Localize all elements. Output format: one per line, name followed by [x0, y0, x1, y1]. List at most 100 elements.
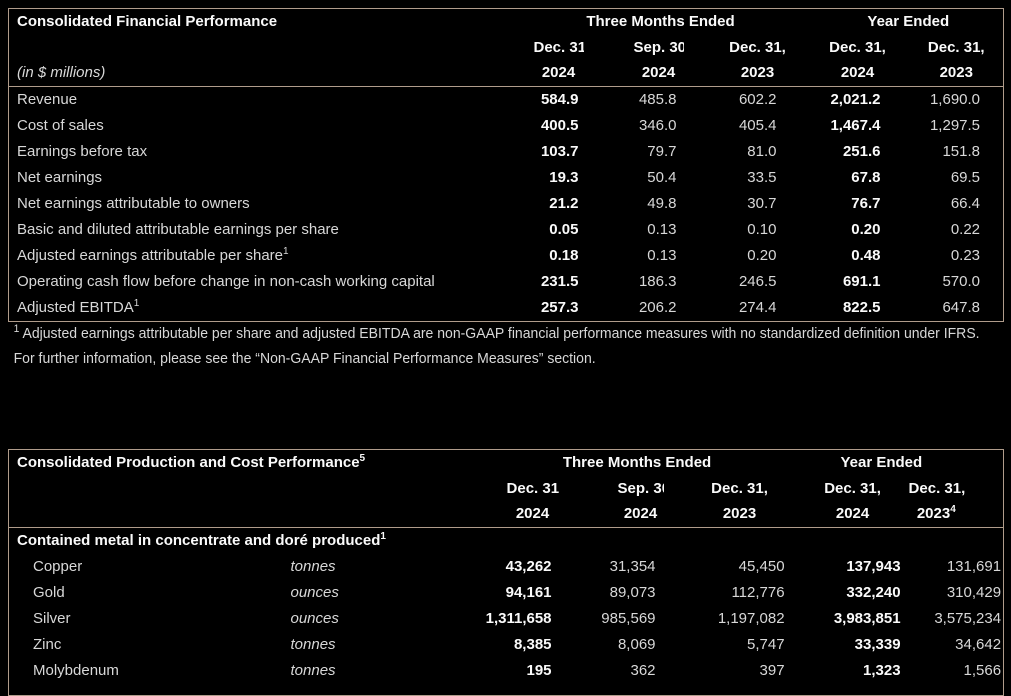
value-cell: 485.8 [638, 90, 677, 108]
footnote-ref: 1 [133, 297, 140, 309]
table-row: Revenue 584.9 485.8 602.2 2,021.2 1,690.… [9, 86, 1004, 113]
row-label: Silver [33, 609, 71, 627]
value-cell: 1,467.4 [830, 116, 881, 134]
value-cell: 1,323 [863, 661, 901, 679]
value-cell: 81.0 [747, 142, 777, 160]
table-row: Basic and diluted attributable earnings … [9, 217, 1004, 243]
value-cell: 30.7 [747, 194, 777, 212]
col-header-year: 2023 [893, 61, 1004, 87]
value-cell: 19.3 [549, 168, 579, 186]
empty-cell [9, 476, 459, 502]
value-cell: 195 [526, 661, 552, 679]
value-cell: 584.9 [540, 90, 579, 108]
value-cell: 397 [759, 661, 785, 679]
table-row: Earnings before tax 103.7 79.7 81.0 251.… [9, 139, 1004, 165]
value-cell: 151.8 [942, 142, 981, 160]
section-header-row: Contained metal in concentrate and doré … [9, 527, 1004, 554]
row-label: Gold [33, 583, 65, 601]
value-cell: 45,450 [738, 557, 785, 575]
value-cell: 246.5 [738, 272, 777, 290]
value-cell: 346.0 [638, 116, 677, 134]
value-cell: 1,197,082 [717, 609, 785, 627]
value-cell: 2,021.2 [830, 90, 881, 108]
value-cell: 79.7 [647, 142, 677, 160]
value-cell: 3,575,234 [934, 609, 1002, 627]
value-cell: 985,569 [601, 609, 656, 627]
footnote-ref: 1 [283, 245, 289, 257]
date-header-row: Dec. 31, Sep. 30, Dec. 31, Dec. 31, Dec.… [9, 476, 1004, 502]
value-cell: 822.5 [842, 298, 881, 316]
value-cell: 257.3 [540, 298, 579, 316]
value-cell: 0.20 [747, 246, 777, 264]
footnote-ref: 4 [950, 504, 956, 516]
section-header: Contained metal in concentrate and doré … [17, 530, 386, 549]
unit-cell: ounces [290, 583, 339, 601]
col-header-date: Sep. 30, [633, 39, 684, 56]
value-cell: 1,297.5 [929, 116, 981, 134]
col-header-year: 2024 [815, 502, 909, 528]
value-cell: 67.8 [851, 168, 881, 186]
footnote-ref: 5 [359, 453, 366, 464]
value-cell: 1,690.0 [929, 90, 981, 108]
value-cell: 0.48 [851, 246, 881, 264]
value-cell: 570.0 [942, 272, 981, 290]
col-header-date: Dec. 31, [729, 39, 786, 56]
value-cell: 31,354 [609, 557, 656, 575]
col-header-date: Sep. 30, [617, 480, 664, 497]
value-cell: 66.4 [950, 194, 981, 212]
table-row: Copper tonnes 43,262 31,354 45,450 137,9… [9, 554, 1004, 580]
group-three-months-ended: Three Months Ended [586, 13, 735, 30]
empty-cell [909, 527, 1004, 554]
empty-cell [816, 684, 909, 696]
value-cell: 186.3 [638, 272, 677, 290]
row-label: Revenue [17, 90, 78, 108]
value-cell: 3,983,851 [833, 609, 901, 627]
empty-cell [8, 502, 459, 528]
col-header-date: Dec. 31, [533, 39, 584, 56]
col-header-year: 2024 [558, 502, 664, 528]
unit-cell: tonnes [290, 557, 336, 575]
value-cell: 49.8 [647, 194, 677, 212]
value-cell: 274.4 [738, 298, 777, 316]
value-cell: 21.2 [549, 194, 579, 212]
footnote-ref: 1 [380, 530, 386, 542]
table2-title: Consolidated Production and Cost Perform… [17, 453, 366, 472]
table-row: Gold ounces 94,161 89,073 112,776 332,24… [9, 580, 1004, 606]
row-label: Adjusted earnings attributable per share… [17, 245, 289, 264]
value-cell: 33,339 [854, 635, 901, 653]
unit-cell: tonnes [290, 661, 336, 679]
row-label: Copper [33, 557, 83, 575]
value-cell: 8,385 [513, 635, 552, 653]
footnote: 1 Adjusted earnings attributable per sha… [8, 322, 1002, 371]
value-cell: 332,240 [846, 583, 901, 601]
value-cell: 1,311,658 [485, 609, 552, 627]
value-cell: 94,161 [505, 583, 552, 601]
col-header-date: Dec. 31, [711, 480, 768, 497]
row-label: Basic and diluted attributable earnings … [17, 220, 339, 238]
group-header-row: Consolidated Financial Performance Three… [9, 9, 1004, 36]
table-row: Zinc tonnes 8,385 8,069 5,747 33,339 34,… [9, 632, 1004, 658]
row-label: Operating cash flow before change in non… [17, 272, 435, 290]
table-row: Molybdenum tonnes 195 362 397 1,323 1,56… [9, 658, 1004, 684]
group-year-ended: Year Ended [840, 454, 923, 471]
col-header-year: 20234 [908, 502, 1004, 528]
footnote-marker: 1 [13, 323, 20, 335]
col-header-year: 2024 [498, 61, 584, 87]
table-row: Adjusted earnings attributable per share… [9, 243, 1004, 269]
col-header-year: 2024 [803, 61, 894, 87]
value-cell: 112,776 [731, 583, 785, 601]
table-row: Net earnings 19.3 50.4 33.5 67.8 69.5 [9, 165, 1004, 191]
value-cell: 0.18 [549, 246, 579, 264]
value-cell: 0.13 [647, 246, 677, 264]
footnote-text: Adjusted earnings attributable per share… [13, 325, 980, 367]
value-cell: 34,642 [955, 635, 1002, 653]
value-cell: 103.7 [540, 142, 579, 160]
value-cell: 69.5 [950, 168, 981, 186]
col-header-year: 2023 [683, 61, 804, 87]
table-row: Adjusted EBITDA1 257.3 206.2 274.4 822.5… [9, 295, 1004, 322]
value-cell: 0.05 [549, 220, 579, 238]
value-cell: 33.5 [747, 168, 777, 186]
unit-cell: ounces [290, 609, 339, 627]
value-cell: 691.1 [842, 272, 881, 290]
col-header-date: Dec. 31, [506, 480, 559, 497]
